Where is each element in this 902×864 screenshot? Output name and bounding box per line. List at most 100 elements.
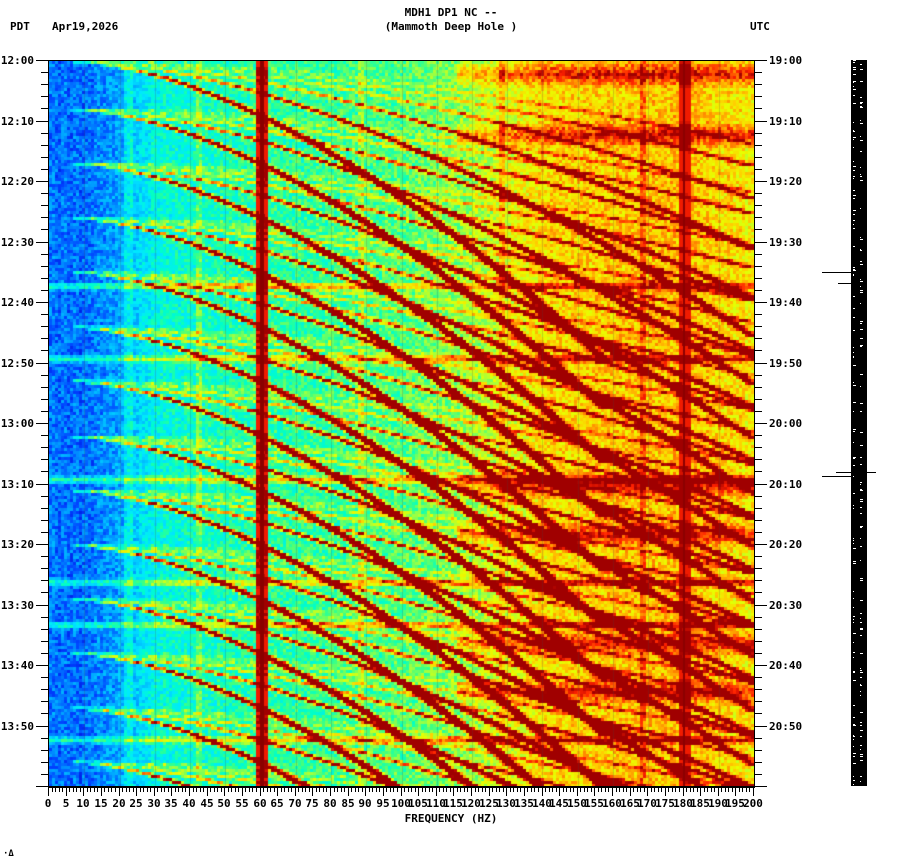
y-tick-minor — [41, 411, 48, 412]
x-axis-line — [48, 786, 755, 787]
seismogram-gap — [853, 543, 854, 544]
x-tick-minor — [228, 787, 229, 792]
x-tick-minor — [432, 787, 433, 792]
seismogram-gap — [860, 749, 861, 750]
y-tick-minor — [41, 701, 48, 702]
x-tick-minor — [591, 787, 592, 792]
y-label-pdt: 13:00 — [0, 417, 34, 430]
x-tick-minor — [531, 787, 532, 792]
x-tick-minor — [679, 787, 680, 792]
x-label-frequency: 80 — [323, 797, 337, 810]
y-tick-minor — [755, 520, 762, 521]
y-tick-minor — [41, 653, 48, 654]
seismogram-gap — [853, 780, 855, 781]
y-tick-major — [36, 726, 48, 727]
seismogram-gap — [860, 64, 862, 65]
seismogram-gap — [853, 458, 855, 459]
x-label-frequency: 110 — [426, 797, 446, 810]
seismogram-gap — [853, 269, 855, 270]
seismogram-gap — [860, 107, 863, 108]
y-tick-major — [755, 60, 767, 61]
x-tick-minor — [94, 787, 95, 792]
y-tick-major — [36, 121, 48, 122]
y-tick-minor — [755, 157, 762, 158]
y-tick-minor — [41, 568, 48, 569]
y-tick-minor — [41, 617, 48, 618]
seismogram-gap — [860, 507, 862, 508]
y-tick-major — [755, 544, 767, 545]
seismogram-gap — [853, 493, 854, 494]
y-tick-minor — [755, 750, 762, 751]
seismogram-gap — [860, 629, 863, 630]
seismogram-gap — [860, 464, 862, 465]
x-label-frequency: 115 — [443, 797, 463, 810]
y-label-utc: 20:20 — [769, 538, 803, 551]
seismogram-gap — [853, 717, 855, 718]
seismogram-gap — [860, 756, 863, 757]
x-tick-major — [154, 787, 155, 796]
seismogram-gap — [853, 739, 854, 740]
x-label-frequency: 185 — [690, 797, 710, 810]
x-label-frequency: 45 — [200, 797, 214, 810]
x-tick-minor — [520, 787, 521, 792]
x-label-frequency: 15 — [94, 797, 108, 810]
y-tick-major — [755, 302, 767, 303]
x-tick-minor — [538, 787, 539, 792]
x-label-frequency: 25 — [129, 797, 143, 810]
x-label-frequency: 105 — [408, 797, 428, 810]
x-tick-minor — [450, 787, 451, 792]
x-label-frequency: 10 — [76, 797, 90, 810]
y-tick-major — [36, 60, 48, 61]
x-tick-minor — [749, 787, 750, 792]
y-tick-major — [36, 786, 48, 787]
y-tick-minor — [41, 520, 48, 521]
seismogram-gap — [853, 457, 856, 458]
x-tick-minor — [573, 787, 574, 792]
seismogram-gap — [853, 214, 855, 215]
seismogram-gap — [853, 538, 854, 539]
seismogram-gap — [853, 270, 856, 271]
x-tick-major — [171, 787, 172, 796]
y-label-utc: 19:40 — [769, 296, 803, 309]
seismogram-gap — [860, 345, 863, 346]
y-label-pdt: 13:30 — [0, 599, 34, 612]
seismogram-gap — [860, 490, 863, 491]
x-tick-major — [489, 787, 490, 796]
x-tick-minor — [475, 787, 476, 792]
x-tick-minor — [623, 787, 624, 792]
y-tick-minor — [41, 278, 48, 279]
seismogram-gap — [853, 776, 854, 777]
y-tick-minor — [755, 290, 762, 291]
x-tick-minor — [231, 787, 232, 792]
x-tick-minor — [616, 787, 617, 792]
spectrogram-plot[interactable] — [48, 60, 755, 788]
x-label-frequency: 125 — [479, 797, 499, 810]
seismogram-gap — [853, 548, 856, 549]
y-tick-minor — [41, 193, 48, 194]
y-tick-major — [755, 363, 767, 364]
seismogram-gap — [853, 308, 855, 309]
seismogram-gap — [860, 303, 861, 304]
y-tick-minor — [41, 556, 48, 557]
y-label-utc: 20:10 — [769, 478, 803, 491]
x-tick-major — [207, 787, 208, 796]
seismogram-gap — [860, 546, 862, 547]
seismogram-gap — [853, 735, 854, 736]
seismogram-gap — [853, 161, 854, 162]
x-tick-minor — [281, 787, 282, 792]
seismogram-gap — [860, 538, 861, 539]
x-tick-major — [119, 787, 120, 796]
x-tick-minor — [302, 787, 303, 792]
x-tick-minor — [200, 787, 201, 792]
seismogram-gap — [860, 781, 861, 782]
seismogram-gap — [853, 442, 854, 443]
x-tick-minor — [252, 787, 253, 792]
y-tick-minor — [41, 350, 48, 351]
x-tick-major — [136, 787, 137, 796]
seismogram-gap — [860, 103, 862, 104]
x-tick-minor — [326, 787, 327, 792]
x-tick-minor — [334, 787, 335, 792]
x-label-frequency: 190 — [708, 797, 728, 810]
seismogram-gap — [860, 97, 862, 98]
seismogram-gap — [853, 356, 854, 357]
